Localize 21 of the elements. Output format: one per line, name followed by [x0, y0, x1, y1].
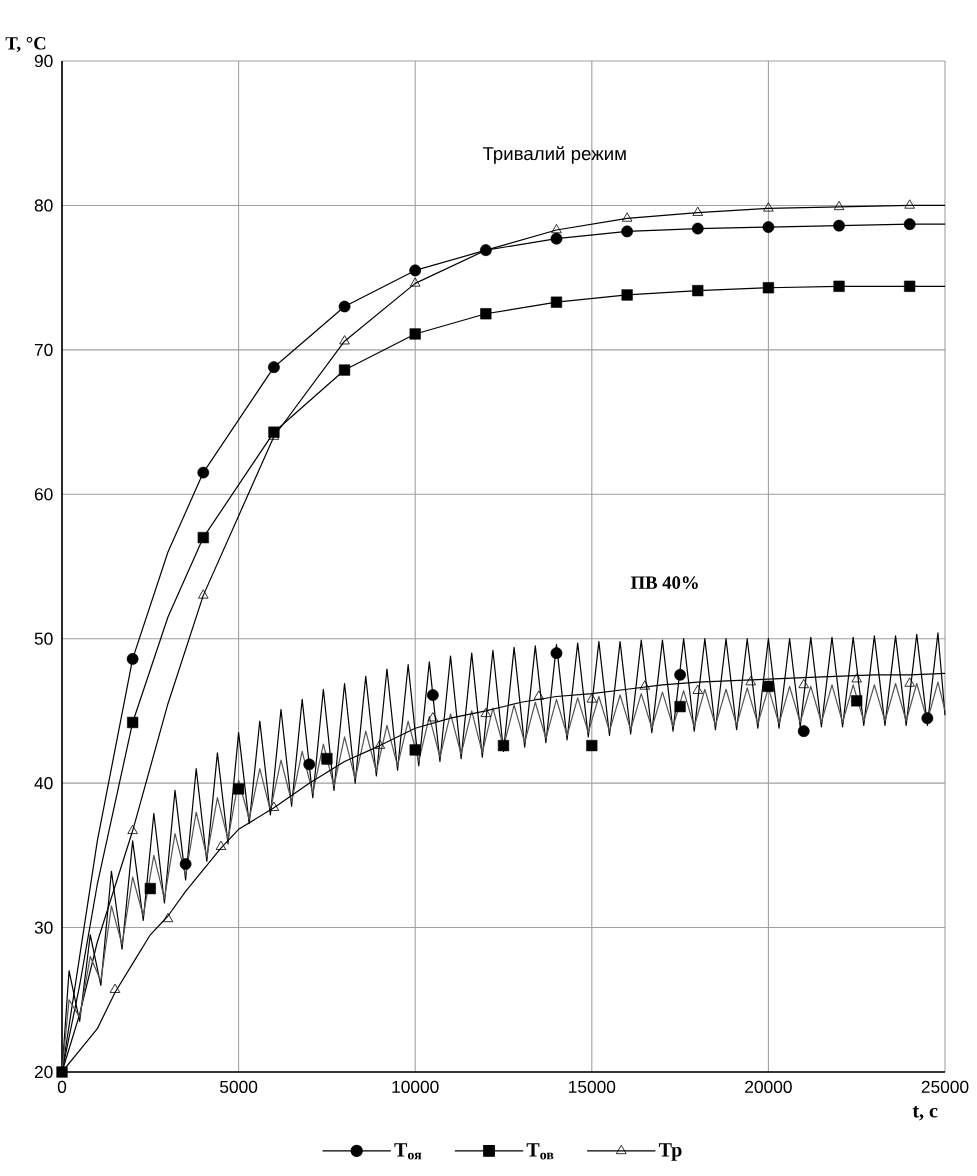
y-tick-label: 20: [34, 1065, 53, 1079]
y-tick-label: 80: [34, 199, 53, 212]
x-tick-label: 10000: [392, 1080, 439, 1093]
y-tick-label: 30: [34, 921, 53, 934]
x-tick-label: 5000: [220, 1080, 258, 1093]
x-tick-label: 15000: [569, 1080, 616, 1093]
y-axis-title: T, °C: [5, 36, 46, 53]
legend-label: Т$_{ов}$: [526, 1143, 554, 1160]
legend-label: Тр: [658, 1143, 682, 1161]
annotation: ПВ 40%: [630, 576, 698, 590]
x-tick-label: 25000: [921, 1080, 969, 1093]
y-tick-label: 90: [34, 54, 53, 68]
y-tick-label: 70: [34, 343, 53, 356]
x-tick-label: 0: [57, 1080, 67, 1093]
annotation: Тривалий режим: [482, 146, 626, 164]
legend-label: Т$_{оя}$: [394, 1143, 422, 1160]
y-tick-label: 40: [34, 777, 53, 790]
y-tick-label: 60: [34, 488, 53, 501]
x-tick-label: 20000: [745, 1080, 792, 1093]
x-axis-title: t, с: [912, 1106, 938, 1121]
y-tick-label: 50: [34, 632, 53, 645]
